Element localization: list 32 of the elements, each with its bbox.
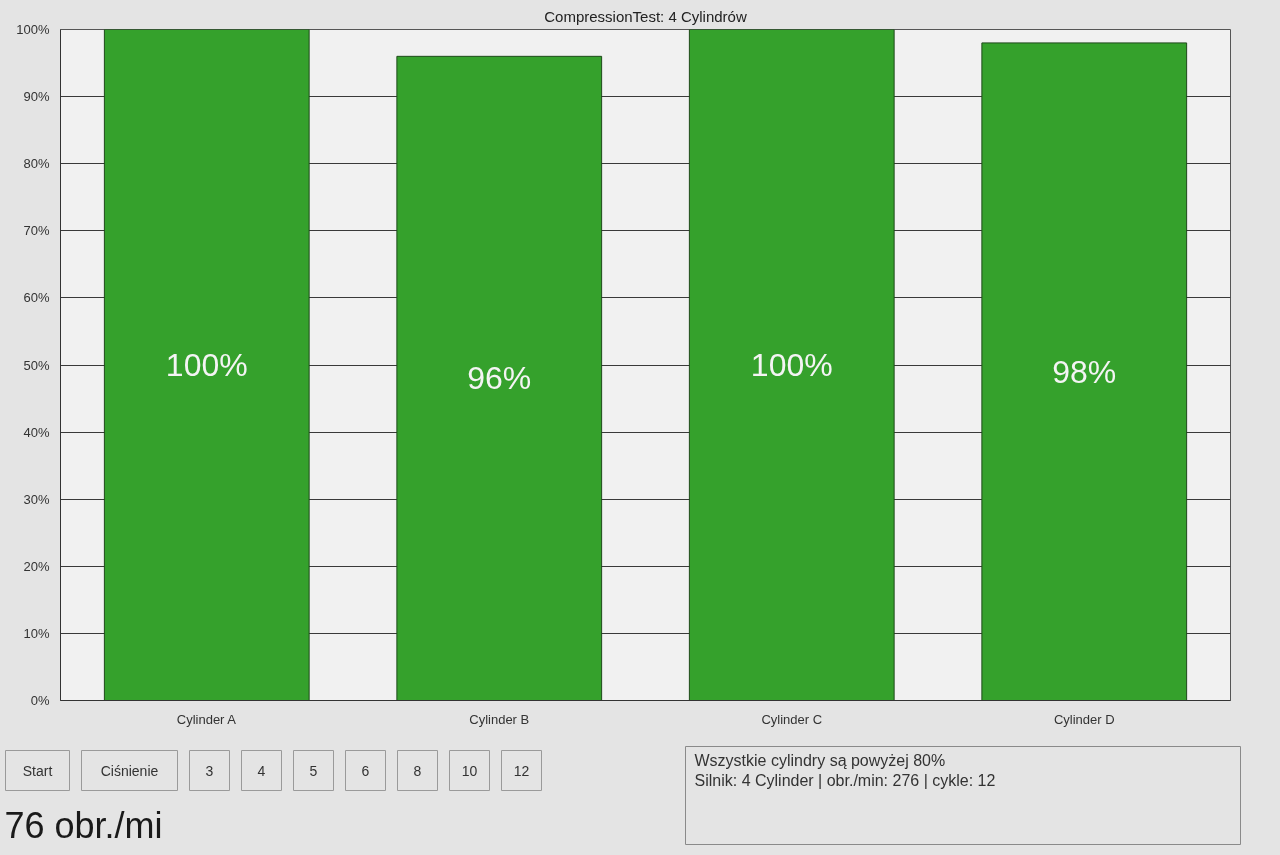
x-tick-label: Cylinder B — [469, 711, 530, 727]
data-label: 98% — [1052, 353, 1117, 390]
text: Wszystkie cylindry są powyżej 80% — [694, 752, 946, 769]
x-tick-label: Cylinder C — [761, 711, 823, 727]
y-tick-label: 70% — [23, 223, 50, 239]
text: 4 — [257, 762, 266, 779]
y-tick-label: 10% — [23, 625, 50, 641]
y-tick-label: 80% — [23, 156, 50, 172]
x-tick-label: Cylinder A — [176, 711, 237, 727]
text: 8 — [413, 762, 422, 779]
text: 76 obr./mi — [4, 805, 163, 846]
text: 10 — [461, 762, 478, 779]
text: Silnik: 4 Cylinder | obr./min: 276 | cykle: 12 — [694, 772, 996, 789]
y-tick-label: 0% — [30, 693, 50, 708]
y-tick-label: 90% — [23, 89, 50, 105]
text: 3 — [205, 762, 214, 779]
text: 5 — [309, 762, 318, 779]
y-tick-label: 30% — [23, 491, 50, 507]
data-label: 100% — [750, 347, 833, 383]
y-tick-label: 60% — [23, 290, 50, 306]
y-tick-label: 50% — [23, 357, 50, 373]
x-tick-label: Cylinder D — [1053, 711, 1115, 727]
y-tick-label: 20% — [23, 558, 50, 574]
data-label: 100% — [165, 347, 248, 383]
y-tick-label: 40% — [23, 424, 50, 440]
text: Ciśnienie — [100, 762, 159, 779]
y-tick-label: 100% — [16, 22, 50, 37]
data-label: 96% — [467, 360, 532, 397]
text: 6 — [361, 762, 370, 779]
text: 12 — [513, 762, 530, 779]
text: Start — [22, 762, 53, 779]
chart-title: CompressionTest: 4 Cylindrów — [544, 7, 747, 25]
